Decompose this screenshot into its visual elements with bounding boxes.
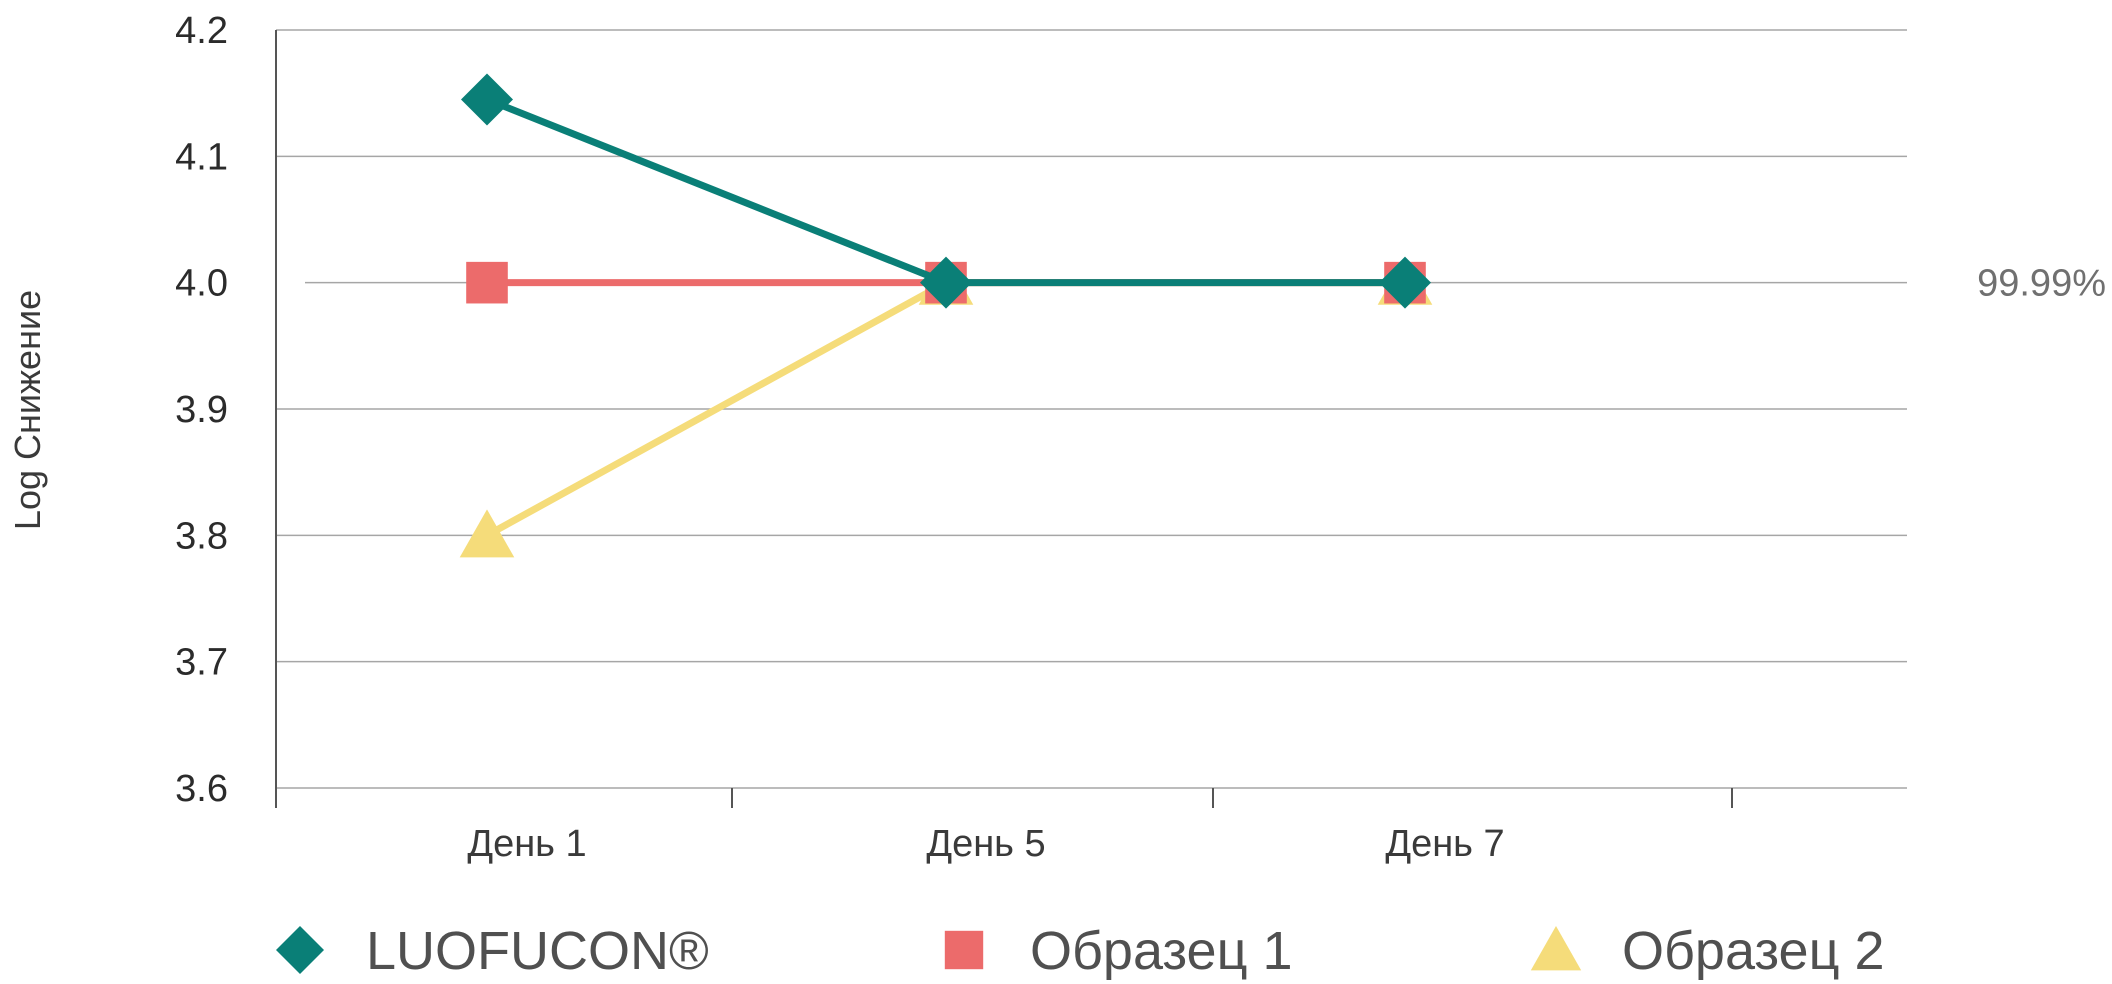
data-point	[466, 261, 508, 304]
x-tick-label: День 5	[926, 823, 1045, 865]
data-point	[461, 73, 513, 126]
reference-line-label: 99.99%	[1977, 263, 2106, 305]
legend-marker	[1530, 926, 1582, 971]
legend-label: Образец 1	[1030, 921, 1293, 981]
y-tick-label: 3.9	[175, 389, 228, 431]
y-tick-label: 4.0	[175, 263, 228, 305]
data-point	[1379, 256, 1431, 309]
y-tick-label: 4.1	[175, 136, 228, 178]
y-tick-label: 3.6	[175, 768, 228, 810]
legend-marker	[276, 926, 324, 974]
data-point	[920, 256, 972, 309]
series-line	[485, 96, 1405, 287]
y-tick-label: 3.7	[175, 642, 228, 684]
y-tick-label: 3.8	[175, 515, 228, 557]
legend-marker	[944, 930, 984, 970]
x-tick-label: День 1	[467, 823, 586, 865]
data-point	[459, 509, 515, 558]
y-tick-label: 4.2	[175, 10, 228, 52]
x-tick-label: День 7	[1385, 823, 1504, 865]
legend-label: Образец 2	[1622, 921, 1885, 981]
y-axis-title: Log Снижение	[7, 290, 48, 530]
legend-label: LUOFUCON®	[366, 921, 709, 981]
